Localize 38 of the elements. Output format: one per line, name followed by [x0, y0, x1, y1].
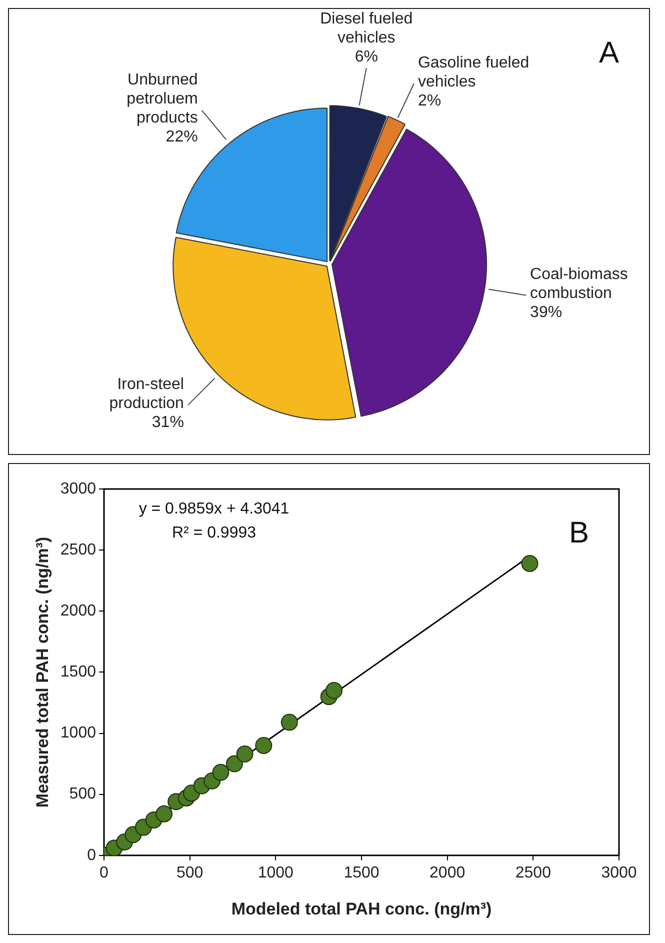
- x-tick-label: 2000: [430, 864, 466, 882]
- slice-label: Iron-steel production: [109, 376, 184, 412]
- annotation: B: [568, 516, 589, 550]
- x-tick-label: 2500: [515, 864, 552, 882]
- point: [280, 714, 298, 731]
- point: [212, 764, 230, 781]
- slice-label: Coal-biomass combustion: [530, 266, 628, 302]
- slice-label: Unburned petroluem products: [126, 72, 198, 127]
- slice-label: Diesel fueled vehicles: [320, 10, 413, 46]
- data-label: 22%: [166, 128, 198, 146]
- data-label: 39%: [530, 304, 562, 322]
- y-tick-label: 3000: [60, 480, 96, 498]
- annotation: y = 0.9859x + 4.3041: [138, 500, 290, 518]
- x-tick-label: 0: [100, 864, 109, 882]
- text: A: [598, 36, 619, 70]
- data-label: 2%: [418, 92, 442, 110]
- x-tick-label: 1000: [258, 864, 294, 882]
- point: [226, 755, 243, 772]
- y-tick-label: 1000: [60, 724, 96, 742]
- y-axis-title: Measured total PAH conc. (ng/m³): [32, 536, 52, 808]
- y-tick-label: 500: [69, 786, 96, 803]
- data-label: 31%: [152, 414, 184, 431]
- point: [255, 736, 272, 754]
- data-label: 6%: [354, 48, 378, 66]
- y-tick-label: 1500: [60, 664, 96, 681]
- y-tick-label: 2000: [60, 602, 96, 620]
- x-axis-title: Modeled total PAH conc. (ng/m³): [231, 899, 492, 918]
- x-tick-label: 1500: [344, 864, 380, 882]
- point: [156, 805, 173, 822]
- x-tick-label: 3000: [601, 864, 637, 882]
- point: [521, 555, 538, 572]
- point: [236, 746, 254, 763]
- y-tick-label: 0: [87, 846, 96, 864]
- slice-label: Gasoline fueled vehicles: [418, 54, 530, 90]
- annotation: R² = 0.9993: [172, 524, 256, 542]
- point: [326, 682, 343, 700]
- y-tick-label: 2500: [60, 541, 96, 558]
- x-tick-label: 500: [176, 864, 204, 882]
